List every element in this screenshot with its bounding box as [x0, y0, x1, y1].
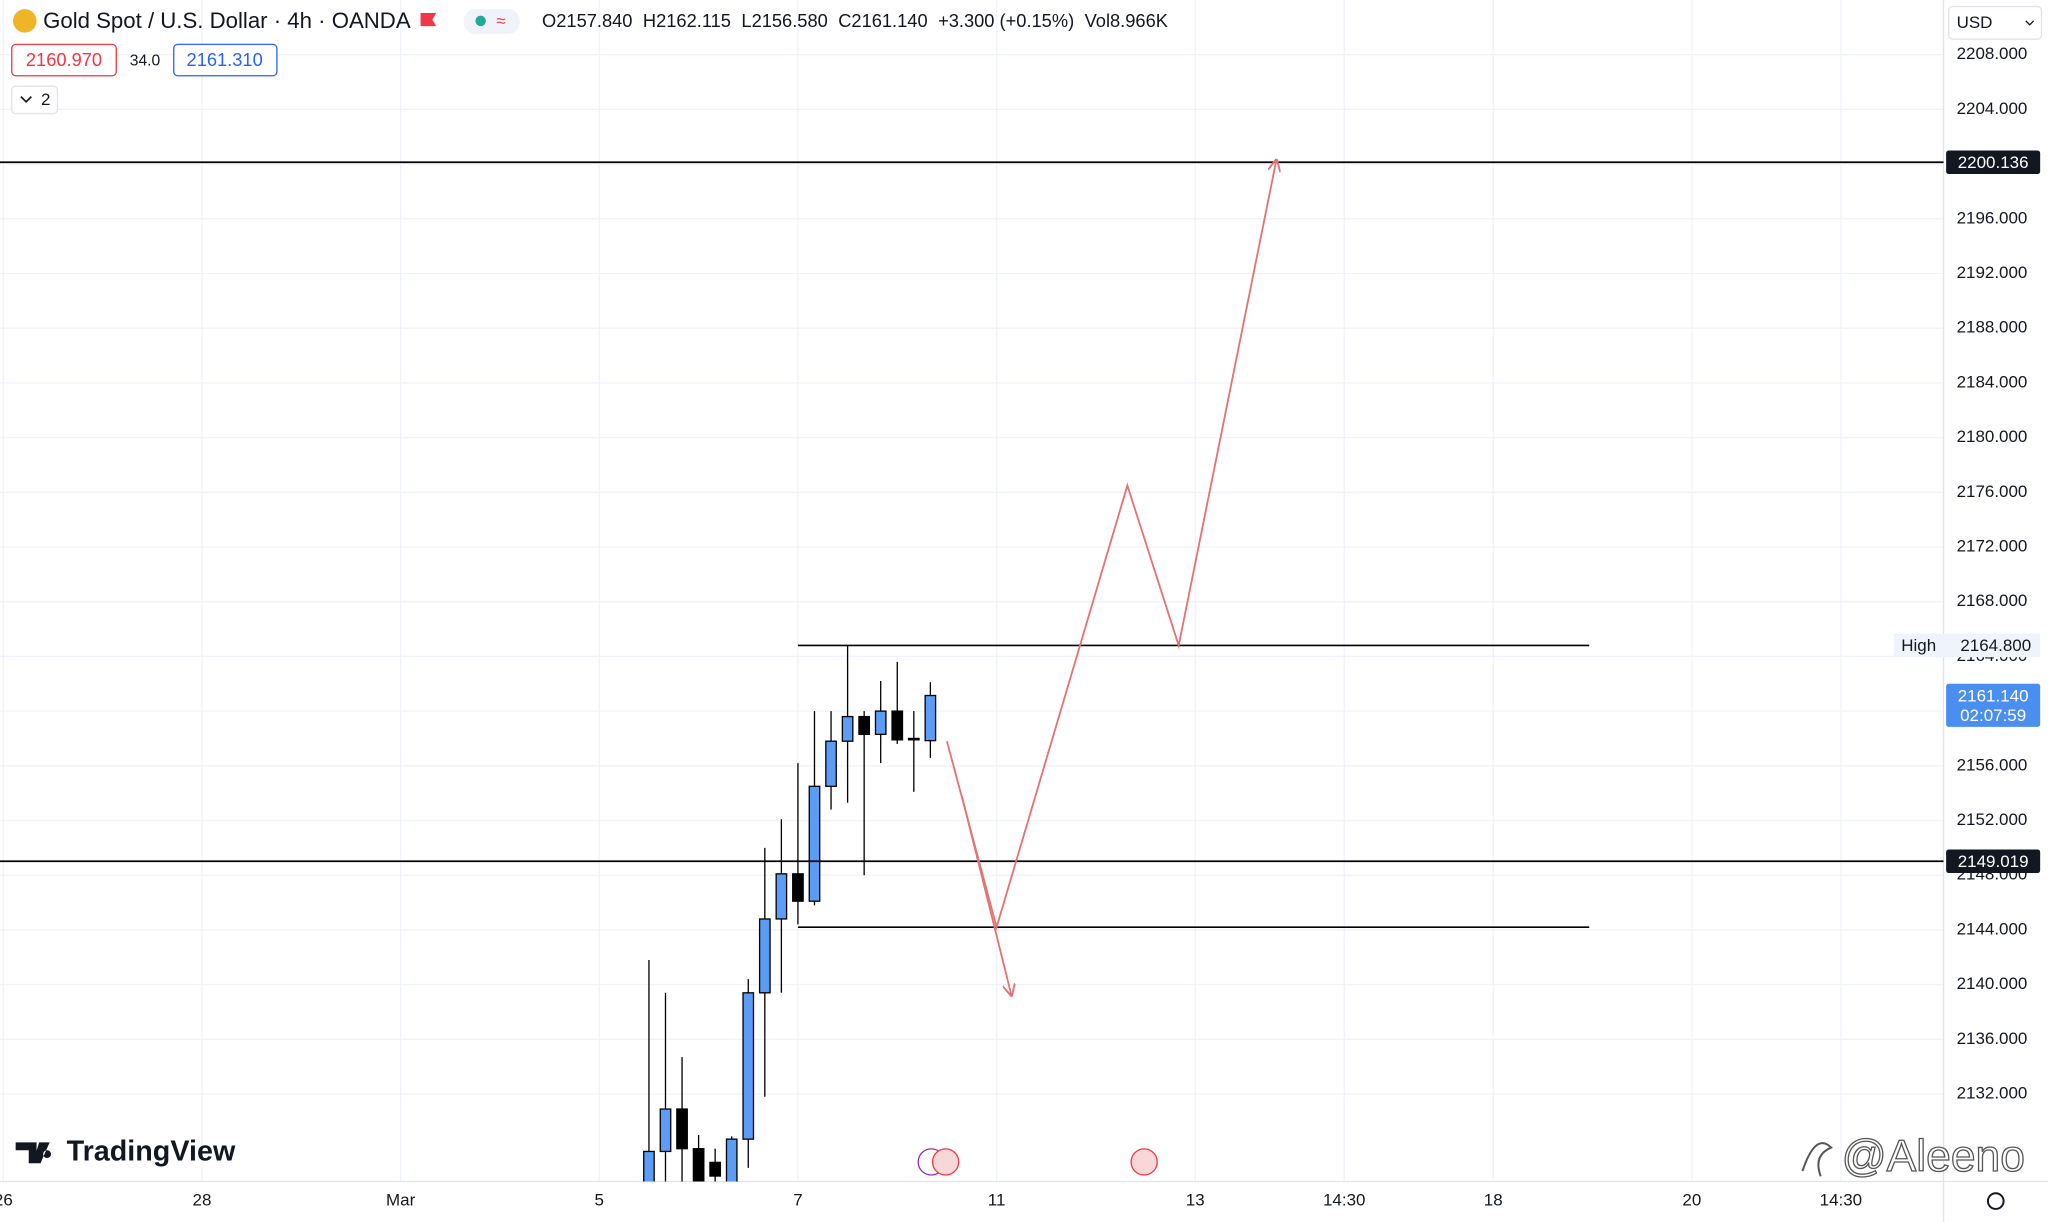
candle-body: [725, 1138, 738, 1182]
status-dot: [475, 15, 486, 27]
event-icon[interactable]: [931, 1148, 960, 1176]
x-tick-label: 14:30: [1323, 1191, 1365, 1210]
x-tick-label: 13: [1186, 1191, 1205, 1210]
chevron: [20, 96, 32, 104]
candle-body: [825, 740, 837, 787]
candle-body: [659, 1108, 672, 1153]
ohlc-high: H2162.115: [643, 10, 731, 31]
y-tick-label: 2172.000: [1957, 536, 2028, 555]
last-price-tag: [1946, 683, 2041, 727]
ask: 2161.310: [187, 49, 263, 70]
candle-body: [808, 785, 821, 902]
candle-body: [676, 1108, 688, 1150]
ohlc-volume: Vol8.966K: [1085, 10, 1168, 31]
last-price-label: 2161.140: [1958, 686, 2029, 705]
symbol-icon: [13, 9, 37, 33]
ohlc: O2157.840 H2162.115 L2156.580 C2161.140 +3.3…: [542, 10, 1168, 31]
drawing: [960, 795, 1012, 996]
candle-body: [891, 710, 904, 741]
x-tick-label: 28: [193, 1191, 212, 1210]
y-tick-label: 2156.000: [1957, 755, 2028, 774]
watermark-logo: [1801, 1142, 1833, 1177]
level-tag: [1946, 150, 2041, 174]
status-pill[interactable]: [463, 9, 520, 34]
candle-body: [907, 737, 920, 741]
y-tick-label: 2136.000: [1957, 1029, 2028, 1048]
indicators-count: 2: [41, 90, 50, 109]
y-tick-label: 2152.000: [1957, 810, 2028, 829]
y-tick-label: 2192.000: [1957, 263, 2028, 282]
y-tick-label: 2204.000: [1957, 99, 2028, 118]
event-icon[interactable]: [1130, 1148, 1158, 1176]
candle-body: [775, 873, 788, 920]
x-tick-label: Mar: [386, 1191, 416, 1210]
candle-body: [709, 1161, 722, 1177]
brand: TradingView: [67, 1135, 236, 1167]
bid: 2160.970: [26, 49, 102, 70]
y-tick-label: 2176.000: [1957, 482, 2028, 501]
plot: [0, 160, 1944, 1182]
y-tick-label: 2208.000: [1957, 44, 2028, 63]
x-tick-label: 14:30: [1820, 1191, 1862, 1210]
level-label: 2200.136: [1958, 153, 2029, 172]
x-tick-label: 18: [1484, 1191, 1503, 1210]
candle-body: [874, 710, 887, 736]
segment-label: 2164.800: [1960, 636, 2031, 655]
y-tick-label: 2168.000: [1957, 591, 2028, 610]
status-wave: ≈: [496, 12, 505, 31]
candle-body: [692, 1148, 705, 1182]
y-tick-label: 2196.000: [1957, 208, 2028, 227]
bid-box[interactable]: [11, 43, 117, 77]
level-tag: [1946, 849, 2041, 874]
axes: 2132.0002136.0002140.0002144.0002148.000…: [0, 44, 2041, 1210]
candle-body: [742, 992, 755, 1140]
candle-body: [841, 715, 854, 742]
x-tick-label: 5: [595, 1191, 604, 1210]
settings-icon[interactable]: [1986, 1192, 2005, 1210]
y-tick-label: 2188.000: [1957, 318, 2028, 337]
candle-body: [792, 873, 804, 902]
candle-body: [643, 1150, 655, 1182]
candle-body: [758, 918, 771, 994]
level-label: 2149.019: [1958, 852, 2029, 871]
ohlc-low: L2156.580: [741, 10, 827, 31]
x-tick-label: 7: [793, 1191, 802, 1210]
currency: USD: [1957, 13, 1993, 32]
ask-box[interactable]: [173, 43, 278, 77]
y-tick-label: 2140.000: [1957, 974, 2028, 993]
symbol-title[interactable]: Gold Spot / U.S. Dollar · 4h · OANDA: [43, 8, 411, 33]
drawing: [946, 160, 1276, 931]
countdown: 02:07:59: [1960, 706, 2026, 725]
ohlc-open: O2157.840: [542, 10, 632, 31]
chevron: [2025, 20, 2035, 26]
ohlc-change: +3.300 (+0.15%): [938, 10, 1074, 31]
x-tick-label: 20: [1682, 1191, 1701, 1210]
y-tick-label: 2184.000: [1957, 372, 2028, 391]
grid: [0, 0, 1944, 1182]
y-tick-label: 2132.000: [1957, 1083, 2028, 1102]
currency-select[interactable]: [1948, 5, 2043, 40]
x-tick-label: 11: [988, 1191, 1006, 1210]
spread: 34.0: [130, 53, 161, 70]
candle-body: [858, 715, 871, 736]
ohlc-close: C2161.140: [838, 10, 927, 31]
flag-icon[interactable]: [420, 13, 437, 27]
segment-name: High: [1901, 636, 1936, 655]
indicators-toggle[interactable]: [11, 85, 59, 115]
y-tick-label: 2180.000: [1957, 427, 2028, 446]
y-tick-label: 2144.000: [1957, 919, 2028, 938]
x-tick-label: 26: [0, 1191, 13, 1210]
segment-tag: [1893, 633, 2041, 658]
brand-logo: [15, 1142, 52, 1164]
watermark: @Aleeno: [1842, 1132, 2025, 1181]
candle-body: [924, 694, 937, 742]
